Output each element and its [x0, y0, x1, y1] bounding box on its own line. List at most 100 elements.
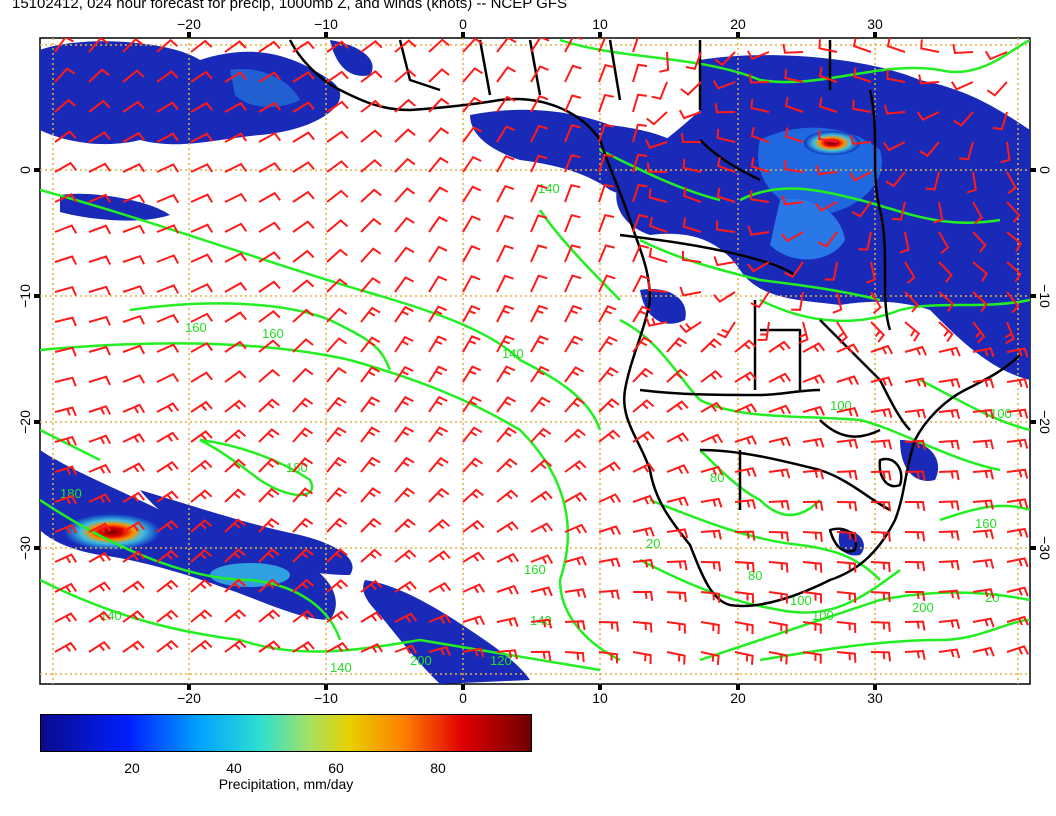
wind-barb — [734, 403, 758, 414]
wind-barb — [802, 651, 822, 664]
wind-barb — [818, 97, 838, 113]
wind-barb — [122, 224, 146, 235]
wind-barb — [326, 517, 348, 533]
wind-barb — [716, 321, 736, 339]
wind-barb — [632, 651, 652, 665]
wind-barb — [428, 426, 449, 443]
wind-barb — [292, 71, 315, 83]
wind-barb — [564, 651, 585, 663]
lon-label: 20 — [730, 16, 746, 32]
wind-barb — [972, 529, 994, 540]
border-line — [478, 39, 492, 96]
wind-barb — [598, 244, 615, 263]
wind-barb — [646, 111, 668, 126]
wind-barb — [326, 548, 348, 563]
wind-barb — [462, 365, 482, 383]
wind-barb — [122, 131, 145, 143]
wind-barb — [938, 261, 953, 283]
wind-barb — [54, 255, 77, 266]
wind-barb — [682, 217, 702, 233]
wind-barb — [768, 621, 788, 635]
wind-barb — [530, 618, 553, 629]
wind-barb — [784, 69, 804, 83]
border-line — [639, 388, 821, 397]
wind-barb — [360, 426, 381, 443]
lon-label: −10 — [314, 690, 338, 706]
wind-barb — [870, 439, 892, 450]
contour-line — [639, 558, 901, 614]
wind-barb — [360, 579, 383, 593]
lat-labels-left: 0 −10 −20 −30 — [17, 166, 33, 560]
wind-barb — [224, 639, 247, 653]
wind-barb — [462, 615, 486, 626]
wind-barb — [768, 436, 791, 447]
wind-barb — [938, 231, 950, 254]
precip-area — [330, 40, 373, 76]
wind-barb — [360, 247, 382, 263]
wind-barb — [938, 377, 961, 388]
wind-barb — [750, 157, 770, 173]
wind-barb — [292, 640, 315, 653]
wind-barb — [632, 244, 650, 263]
contour-label: 140 — [502, 346, 524, 361]
wind-barb — [292, 367, 314, 383]
wind-barb — [496, 155, 515, 173]
wind-barb — [394, 246, 415, 263]
wind-barb — [782, 43, 804, 54]
wind-barb — [496, 489, 519, 503]
wind-barb — [784, 160, 804, 173]
wind-barb — [781, 231, 804, 243]
wind-barb — [700, 401, 723, 413]
wind-barb — [394, 69, 417, 83]
wind-barb — [632, 621, 653, 633]
wind-barb — [598, 305, 617, 323]
wind-barb — [904, 649, 926, 660]
wind-barb — [870, 591, 891, 603]
wind-barb — [530, 458, 553, 473]
wind-barb — [700, 433, 724, 444]
wind-barb — [905, 501, 926, 512]
wind-barb — [938, 530, 960, 541]
wind-barb — [122, 640, 145, 653]
wind-barb — [122, 193, 146, 204]
wind-barb — [292, 397, 314, 413]
wind-barb — [88, 315, 111, 326]
wind-barb — [428, 68, 450, 83]
wind-barb — [972, 617, 995, 628]
wind-barb — [938, 619, 961, 630]
wind-barb — [530, 427, 552, 443]
wind-barb — [394, 580, 417, 593]
wind-barb — [972, 588, 995, 599]
wind-barb — [734, 651, 754, 665]
wind-barb — [326, 278, 348, 293]
wind-barb — [360, 396, 381, 413]
wind-barb — [647, 281, 668, 293]
wind-barb — [530, 554, 554, 565]
contour-label: 160 — [185, 320, 207, 335]
wind-barb — [1006, 291, 1020, 314]
wind-barb — [564, 154, 581, 173]
wind-barb — [88, 345, 111, 356]
wind-barb — [156, 460, 179, 473]
wind-barb — [224, 132, 248, 143]
wind-barb — [496, 95, 516, 113]
wind-barb — [598, 274, 616, 293]
wind-barb — [938, 346, 961, 357]
wind-barb — [258, 428, 280, 443]
wind-barb — [496, 552, 520, 563]
wind-barb — [530, 124, 548, 143]
wind-barb — [292, 190, 315, 203]
wind-barb — [88, 131, 111, 143]
wind-barb — [360, 99, 383, 113]
wind-barb — [428, 365, 448, 383]
wind-barb — [1006, 408, 1029, 419]
wind-barb — [496, 649, 518, 660]
wind-barb — [972, 646, 995, 657]
wind-barb — [734, 621, 754, 635]
wind-barb — [870, 344, 894, 355]
wind-barb — [700, 591, 721, 603]
wind-barb — [734, 530, 756, 541]
wind-barb — [938, 589, 960, 600]
wind-barb — [972, 378, 995, 389]
